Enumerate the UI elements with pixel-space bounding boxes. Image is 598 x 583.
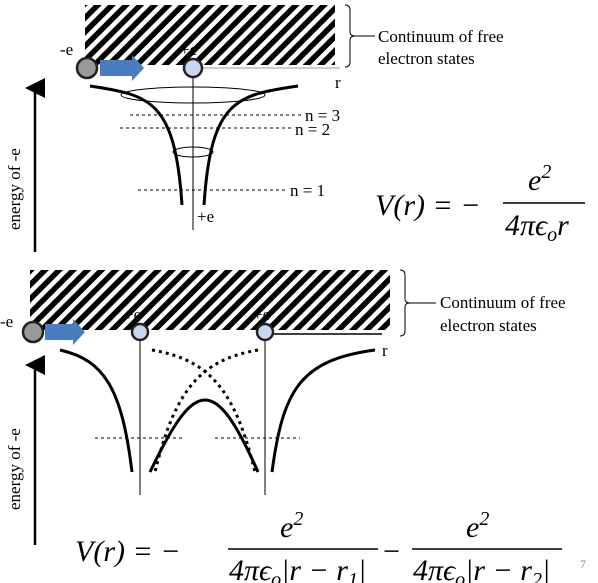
formula-den: 4πϵor	[505, 209, 569, 246]
electron-label: -e	[60, 40, 73, 59]
label: Continuum of free	[440, 293, 566, 312]
energy-label: energy of -e	[5, 148, 24, 230]
energy-label: energy of -e	[5, 428, 24, 510]
formula-num: e2	[466, 508, 489, 544]
potential	[59, 348, 134, 473]
potential	[202, 84, 299, 206]
nucleus-label: +e	[197, 207, 214, 226]
potential	[148, 398, 260, 473]
electron-label: -e	[0, 312, 13, 331]
electron	[75, 56, 99, 80]
formula-den: 4πϵo|r − r2|	[413, 554, 550, 583]
label: electron states	[440, 316, 537, 335]
ellipse	[120, 86, 266, 104]
ellipse	[172, 146, 214, 158]
nucleus-label: +e	[124, 305, 141, 324]
nucleus	[255, 322, 275, 342]
formula-lhs: V(r) = −	[75, 535, 180, 568]
potential	[270, 348, 376, 473]
top-diagram: Continuum of free electron states r n = …	[5, 4, 585, 252]
formula-minus: −	[383, 535, 400, 568]
electron	[21, 320, 45, 344]
bottom-diagram: Continuum of free electron states r -e +…	[0, 269, 566, 583]
page-number: 7	[580, 557, 586, 571]
continuum	[30, 270, 390, 330]
nucleus	[182, 57, 204, 79]
level-label: n = 2	[295, 120, 330, 139]
label: electron states	[378, 49, 475, 68]
potential-dotted	[153, 348, 259, 473]
formula-den: 4πϵo|r − r1|	[229, 554, 366, 583]
label: Continuum of free	[378, 27, 504, 46]
bracket	[344, 4, 356, 68]
nucleus-label: +e	[180, 40, 197, 59]
levels	[120, 114, 302, 191]
level-label: n = 3	[305, 106, 340, 125]
arrow	[45, 319, 85, 345]
axis-label: r	[335, 73, 341, 92]
potential-dotted	[151, 348, 257, 473]
potential	[89, 84, 184, 206]
arrow	[100, 55, 144, 81]
nucleus-label: +e	[253, 305, 270, 324]
nucleus	[130, 322, 150, 342]
axis-label: r	[382, 341, 388, 360]
formula-num: e2	[528, 161, 551, 197]
continuum	[85, 5, 335, 65]
formula-lhs: V(r) = −	[375, 189, 480, 222]
level-label: n = 1	[290, 181, 325, 200]
formula-num: e2	[280, 508, 303, 544]
bracket	[399, 269, 411, 337]
